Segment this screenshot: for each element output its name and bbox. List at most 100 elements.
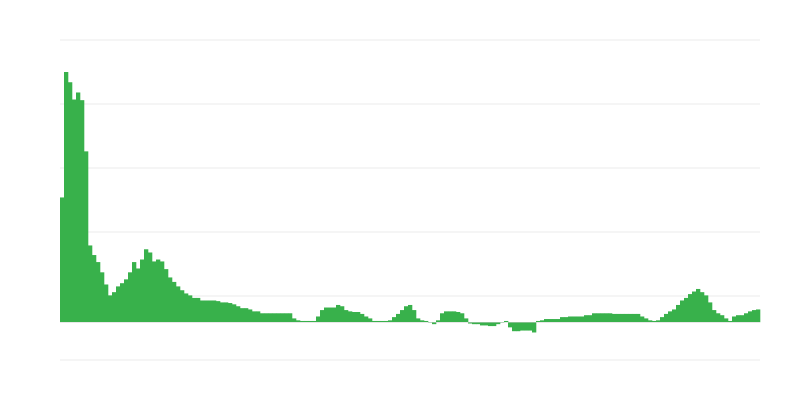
bar: [380, 320, 385, 323]
bar: [320, 310, 325, 323]
bar: [680, 300, 685, 323]
bar: [708, 302, 713, 323]
bar: [456, 312, 461, 323]
bar: [124, 279, 129, 323]
bar: [308, 320, 313, 323]
bar: [568, 316, 573, 323]
bar: [328, 307, 333, 323]
bar: [388, 320, 393, 323]
bar: [720, 315, 725, 323]
bar: [228, 303, 233, 323]
bar: [744, 313, 749, 323]
bar: [728, 320, 733, 323]
bar: [736, 315, 741, 323]
bar: [620, 313, 625, 323]
bar: [528, 322, 533, 331]
bar: [268, 313, 273, 323]
bar: [164, 269, 169, 323]
bar: [516, 322, 521, 332]
bar: [304, 320, 309, 323]
bar: [276, 313, 281, 323]
bar: [540, 320, 545, 323]
bar: [504, 320, 509, 323]
bar: [512, 322, 517, 332]
bar: [696, 288, 701, 323]
bar: [132, 262, 137, 323]
bar: [372, 320, 377, 323]
bar: [252, 311, 257, 323]
bar: [284, 313, 289, 323]
bar: [536, 320, 541, 323]
bars: [60, 72, 761, 333]
bar: [64, 72, 69, 323]
bar: [84, 151, 89, 323]
bar: [552, 319, 557, 323]
bar: [440, 313, 445, 323]
bar: [116, 286, 121, 323]
bar: [152, 261, 157, 323]
bar: [672, 309, 677, 323]
bar: [596, 313, 601, 323]
bar: [448, 311, 453, 323]
bar: [408, 304, 413, 323]
bar: [344, 310, 349, 323]
bar: [356, 312, 361, 323]
bar: [100, 272, 105, 323]
bar: [260, 313, 265, 323]
bar: [120, 283, 125, 323]
bar: [488, 322, 493, 327]
bar: [256, 311, 261, 323]
bar: [212, 300, 217, 323]
bar: [752, 310, 757, 323]
bar: [544, 319, 549, 323]
bar: [564, 317, 569, 323]
bar: [140, 259, 145, 323]
bar: [444, 311, 449, 323]
bar: [640, 316, 645, 323]
bar: [468, 322, 473, 324]
bar: [476, 322, 481, 325]
bar: [524, 322, 529, 331]
bar: [748, 311, 753, 323]
bar: [712, 310, 717, 323]
bar: [520, 322, 525, 331]
bar: [732, 316, 737, 323]
bar: [184, 293, 189, 323]
bar: [92, 255, 97, 323]
bar: [700, 292, 705, 323]
bar: [628, 313, 633, 323]
bar: [496, 322, 501, 325]
bar: [68, 82, 73, 323]
bar: [612, 313, 617, 323]
bar: [460, 313, 465, 323]
bar: [180, 290, 185, 323]
bar: [156, 259, 161, 323]
bar: [360, 313, 365, 323]
bar: [452, 311, 457, 323]
bar: [340, 306, 345, 323]
bar: [436, 320, 441, 323]
bar: [208, 300, 213, 323]
bar: [244, 308, 249, 323]
bar: [724, 318, 729, 323]
bar: [660, 317, 665, 323]
bar: [420, 320, 425, 323]
bar: [648, 320, 653, 323]
bar: [624, 313, 629, 323]
bar: [104, 284, 109, 323]
bar: [80, 100, 85, 323]
bar: [644, 318, 649, 323]
bar: [236, 306, 241, 323]
bar: [464, 318, 469, 323]
bar: [324, 307, 329, 323]
bar: [472, 322, 477, 325]
bar: [560, 317, 565, 323]
bar: [60, 197, 65, 323]
bar: [416, 318, 421, 323]
bar: [112, 292, 117, 323]
bar: [548, 319, 553, 323]
bar: [188, 295, 193, 323]
bar: [192, 297, 197, 323]
bar: [72, 99, 77, 323]
bar: [76, 92, 81, 323]
